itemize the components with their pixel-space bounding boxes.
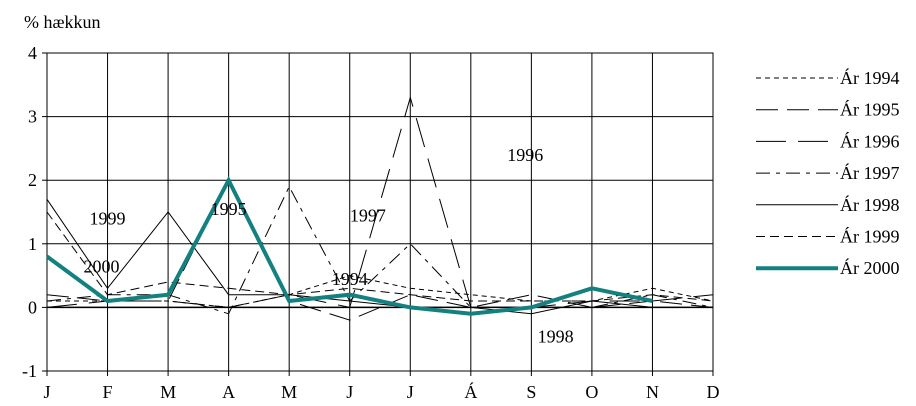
x-tick-label: Á (464, 381, 477, 402)
axes: -1 0 1 2 3 4 J F M A M J J Á S O N D (22, 43, 720, 402)
x-tick-label: J (346, 382, 353, 402)
x-tick-label: O (585, 382, 598, 402)
legend-label: Ár 1994 (840, 67, 900, 88)
x-tick-label: M (281, 382, 297, 402)
annotation-label: 1998 (538, 326, 574, 346)
legend-label: Ár 2000 (840, 257, 900, 278)
x-tick-label: D (707, 382, 720, 402)
legend-label: Ár 1996 (840, 130, 900, 151)
series-line-ár-2000 (45, 175, 653, 316)
y-tick-label: 0 (28, 297, 37, 317)
annotation-label: 1994 (332, 269, 368, 289)
series-line-ár-1998 (46, 199, 713, 315)
y-tick-label: 2 (28, 170, 37, 190)
legend: Ár 1994 Ár 1995 Ár 1996 Ár 1997 Ár 1998 Ár 19… (756, 67, 900, 278)
x-tick-label: N (646, 382, 659, 402)
annotation-label: 1999 (90, 209, 126, 229)
y-axis-title: % hækkun (24, 12, 101, 32)
annotations: 1999 2000 1995 1997 1994 1996 1998 (83, 145, 573, 346)
series-lines (45, 95, 714, 321)
annotation-label: 2000 (83, 256, 119, 276)
legend-label: Ár 1999 (840, 226, 900, 247)
x-tick-label: M (160, 382, 176, 402)
y-tick-label: 1 (28, 234, 37, 254)
x-tick-label: S (526, 382, 536, 402)
y-tick-label: 4 (28, 43, 37, 63)
legend-label: Ár 1997 (840, 162, 900, 183)
series-line-ár-1996 (46, 95, 714, 308)
series-line-ár-1999 (46, 211, 714, 302)
x-tick-label: J (407, 382, 414, 402)
legend-label: Ár 1995 (840, 99, 900, 120)
x-tick-label: A (222, 382, 235, 402)
y-tick-label: -1 (22, 361, 37, 381)
x-tick-label: J (43, 382, 50, 402)
annotation-label: 1995 (211, 199, 247, 219)
annotation-label: 1997 (350, 206, 386, 226)
y-tick-label: 3 (28, 107, 37, 127)
x-tick-label: F (103, 382, 113, 402)
annotation-label: 1996 (507, 145, 543, 165)
legend-label: Ár 1998 (840, 194, 900, 215)
